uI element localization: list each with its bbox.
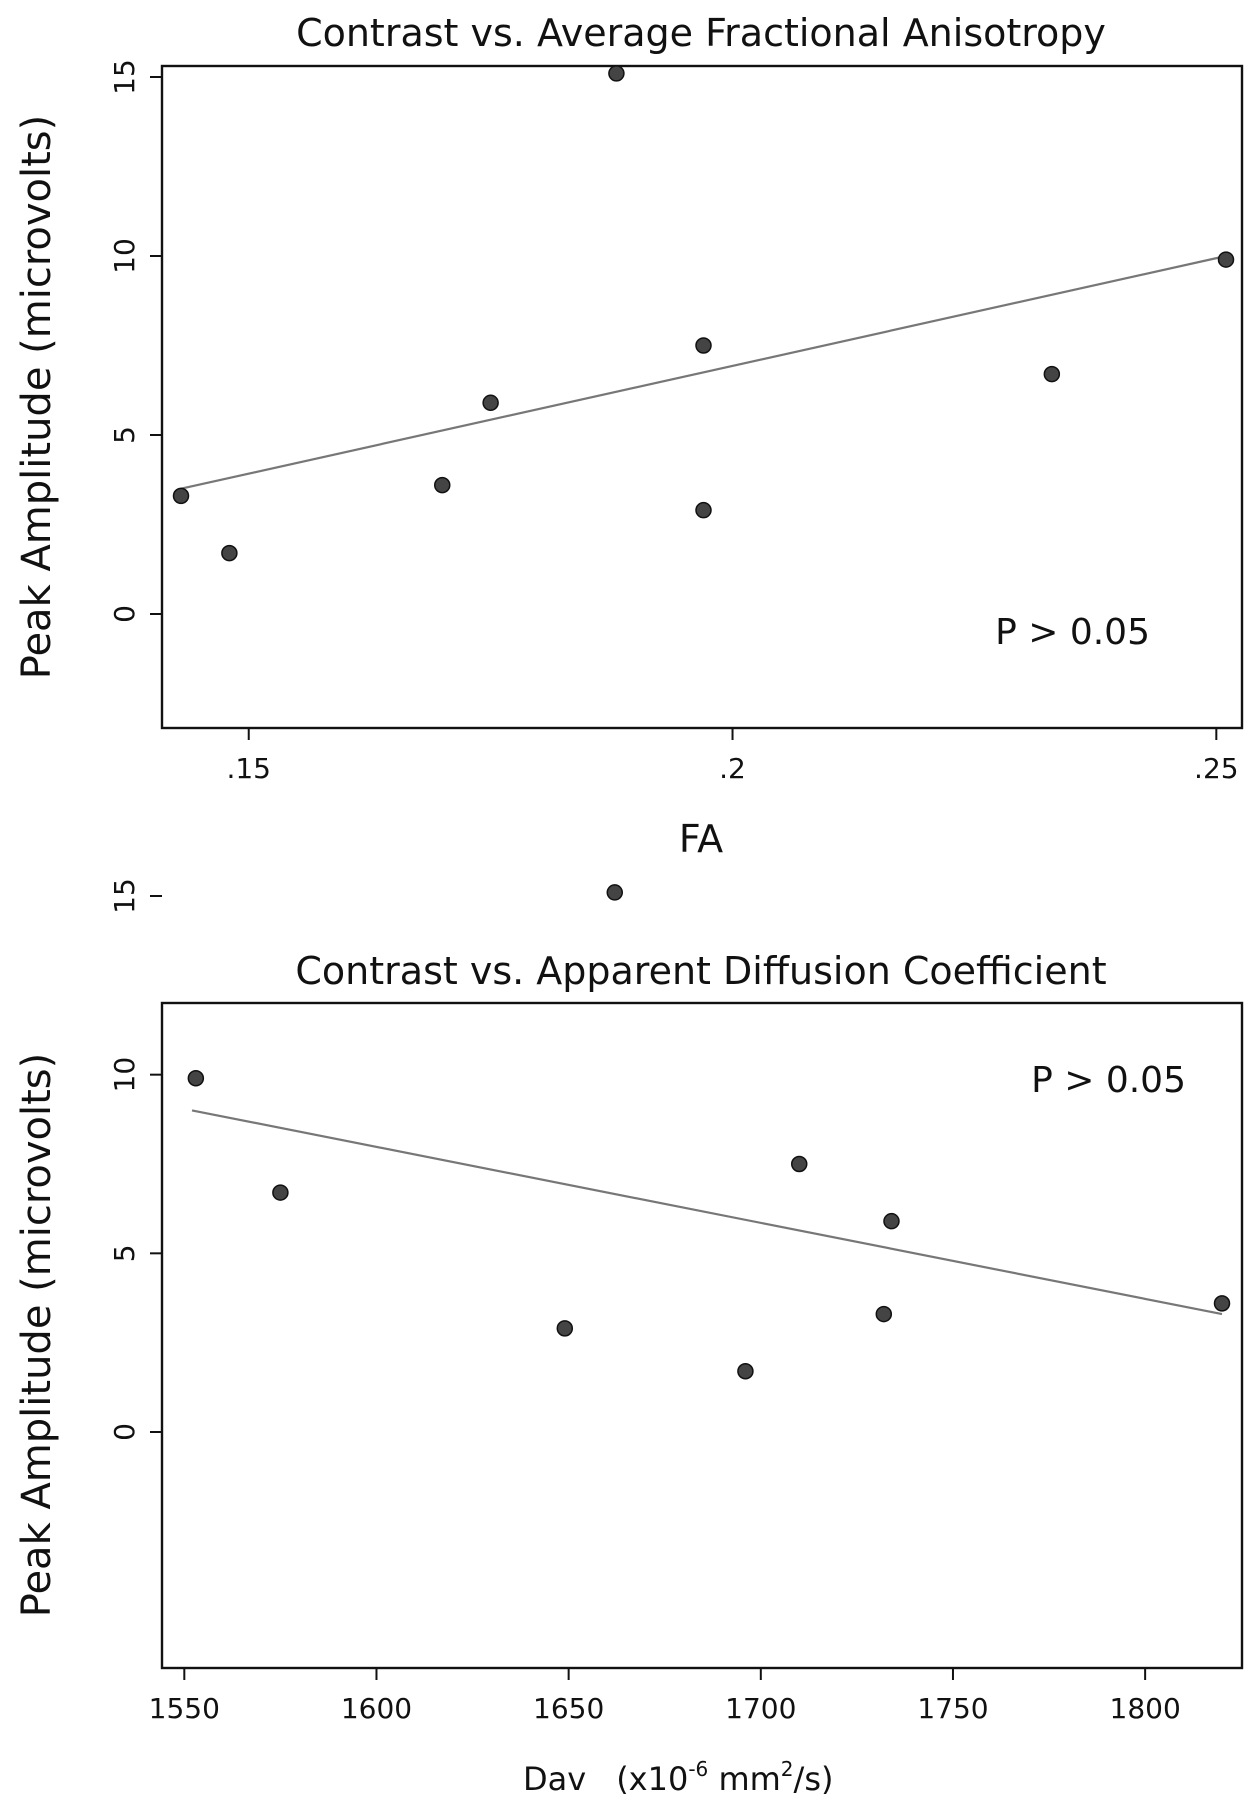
x-axis-label-unit-exp: -6 [688,1757,708,1781]
data-point [1217,251,1235,268]
y-ticks: 0 5 10 15 [108,878,162,1441]
data-point [790,1155,808,1173]
plot-frame [160,64,1244,730]
x-axis-label-unit-exp2: 2 [781,1757,794,1781]
x-tick-label: .2 [719,752,746,785]
chart-title: Contrast vs. Apparent Diffusion Coeffici… [295,949,1106,993]
y-tick-label: 15 [108,878,141,914]
chart-title: Contrast vs. Average Fractional Anisotro… [296,11,1106,55]
data-point [221,544,238,562]
chart-adc: Contrast vs. Apparent Diffusion Coeffici… [14,878,1244,1798]
data-point [606,884,624,901]
x-tick-label: 1750 [917,1692,988,1725]
data-points [172,65,1235,562]
fit-line [180,254,1227,490]
y-tick-label: 0 [108,1423,141,1441]
data-point [737,1363,754,1380]
x-tick-label: 1650 [533,1692,604,1725]
x-tick-label: 1800 [1110,1692,1181,1725]
x-axis-label: Dav (x10-6 mm2/s) [523,1757,833,1798]
p-value-annotation: P > 0.05 [1031,1060,1186,1101]
y-tick-label: 15 [108,59,141,95]
y-tick-label: 5 [108,1244,141,1262]
x-ticks: .15 .2 .25 [226,728,1239,785]
y-tick-label: 10 [108,1057,141,1093]
data-point [172,487,190,505]
data-point [272,1184,289,1201]
data-point [556,1320,574,1337]
data-point [434,476,451,494]
data-points [187,884,1231,1380]
x-axis-label-unit-mid: mm [708,1760,781,1798]
y-tick-label: 0 [108,605,141,623]
plot-frame [160,1001,1244,1670]
data-point [695,337,712,354]
fit-line [191,1109,1223,1316]
data-point [695,501,712,519]
x-axis-label: FA [679,817,723,861]
x-axis-label-unit-suffix: /s) [794,1760,834,1798]
y-axis-label: Peak Amplitude (microvolts) [14,115,60,680]
data-point [1043,365,1061,383]
data-point [875,1305,893,1323]
x-tick-label: .25 [1194,752,1239,785]
x-tick-label: 1700 [725,1692,796,1725]
y-ticks: 0 5 10 15 [108,59,162,623]
x-axis-label-unit-prefix: (x10 [616,1760,688,1798]
x-tick-label: 1600 [341,1692,412,1725]
chart-fa: Contrast vs. Average Fractional Anisotro… [14,11,1244,861]
x-axis-label-main: Dav [523,1760,586,1798]
data-point [1213,1295,1231,1312]
x-tick-label: 1550 [149,1692,220,1725]
y-tick-label: 5 [108,426,141,444]
data-point [482,394,499,412]
y-axis-label: Peak Amplitude (microvolts) [14,1053,60,1618]
data-point [187,1069,205,1087]
x-tick-label: .15 [226,752,271,785]
x-ticks: 1550 1600 1650 1700 1750 1800 [149,1668,1181,1725]
p-value-annotation: P > 0.05 [995,612,1150,653]
data-point [883,1212,900,1230]
y-tick-label: 10 [108,238,141,274]
data-point [608,65,625,82]
